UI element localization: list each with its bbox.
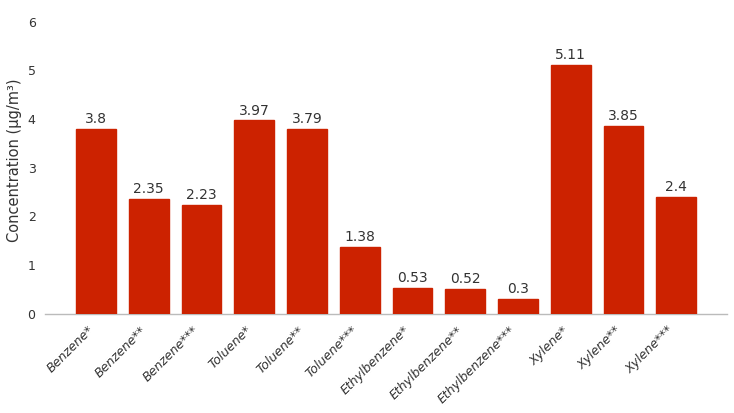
Bar [446, 289, 485, 314]
Bar [234, 121, 274, 314]
Text: 0.3: 0.3 [507, 282, 529, 297]
Bar [76, 129, 116, 314]
Text: 5.11: 5.11 [556, 48, 586, 62]
Bar [551, 65, 591, 314]
Bar [604, 126, 643, 314]
Bar [498, 299, 538, 314]
Text: 3.97: 3.97 [239, 104, 269, 118]
Text: 0.53: 0.53 [397, 271, 428, 285]
Bar [287, 129, 327, 314]
Bar [393, 288, 432, 314]
Bar [340, 247, 379, 314]
Text: 3.8: 3.8 [85, 112, 107, 126]
Y-axis label: Concentration (μg/m³): Concentration (μg/m³) [7, 78, 22, 242]
Text: 2.23: 2.23 [186, 188, 217, 202]
Text: 3.85: 3.85 [608, 109, 639, 123]
Text: 3.79: 3.79 [291, 112, 322, 126]
Text: 0.52: 0.52 [450, 272, 481, 286]
Text: 2.35: 2.35 [134, 183, 164, 197]
Bar [656, 197, 696, 314]
Text: 2.4: 2.4 [665, 180, 687, 194]
Bar [129, 199, 169, 314]
Text: 1.38: 1.38 [344, 230, 375, 244]
Bar [182, 205, 221, 314]
